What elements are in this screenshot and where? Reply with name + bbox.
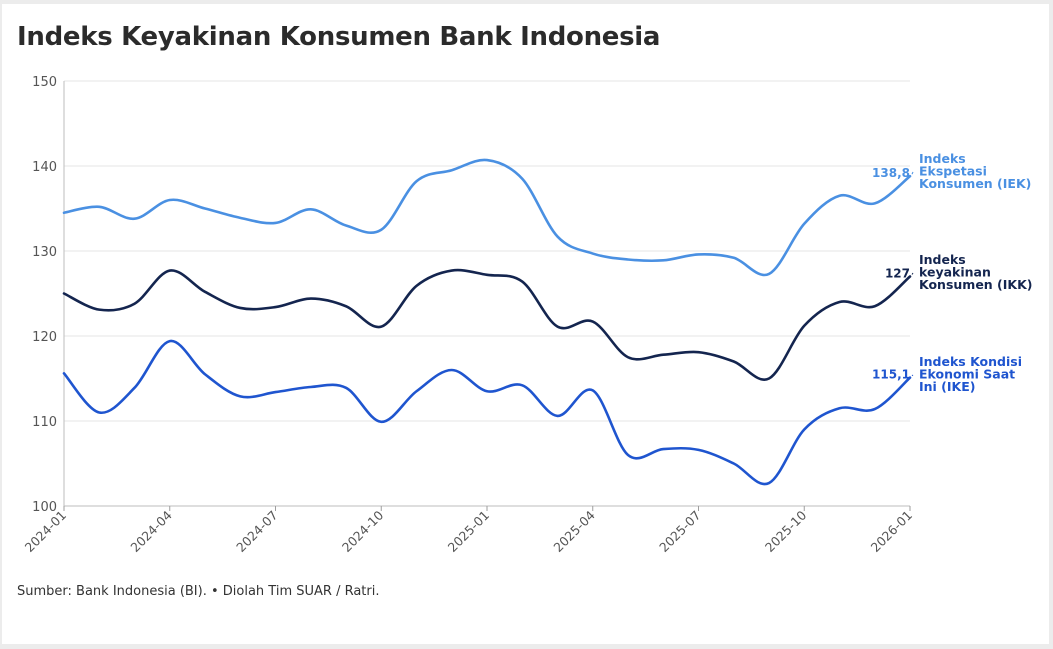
series-name-label: Indeks Kondisi Ekonomi Saat Ini (IKE) (919, 354, 1022, 394)
series-line (62, 158, 912, 277)
x-tick-label: 2024-04 (127, 507, 175, 555)
gridlines (64, 80, 910, 507)
y-tick-label: 140 (32, 160, 57, 175)
x-tick-label: 2025-07 (656, 508, 704, 556)
label-leader (911, 374, 914, 377)
chart-title: Indeks Keyakinan Konsumen Bank Indonesia (17, 22, 661, 52)
source-note: Sumber: Bank Indonesia (BI). • Diolah Ti… (17, 584, 380, 599)
end-value-label: 115,1 (872, 368, 910, 382)
x-tick-label: 2024-07 (233, 508, 281, 556)
x-tick-label: 2024-10 (339, 507, 387, 555)
label-leader (911, 272, 914, 275)
series-name-label: Indeks keyakinan Konsumen (IKK) (919, 252, 1033, 292)
x-tick-label: 2025-01 (445, 508, 493, 556)
label-leader (911, 171, 914, 175)
y-tick-label: 150 (32, 75, 57, 90)
chart-card (2, 4, 1049, 644)
y-tick-label: 100 (32, 500, 57, 515)
y-tick-label: 120 (32, 330, 57, 345)
end-value-label: 138,8 (872, 166, 910, 180)
series-name-label: Indeks Ekspetasi Konsumen (IEK) (919, 151, 1031, 191)
x-tick-label: 2026-01 (868, 508, 916, 556)
y-tick-label: 130 (32, 245, 57, 260)
series-line (62, 268, 912, 381)
x-tick-label: 2025-04 (550, 507, 598, 555)
series-labels: 138,8 Indeks Ekspetasi Konsumen (IEK) 127 Ind… (872, 151, 1032, 394)
series-lines (62, 158, 912, 486)
series-line (62, 339, 912, 486)
x-tick-label: 2025-10 (762, 507, 810, 555)
end-value-label: 127 (885, 267, 910, 281)
y-tick-label: 110 (32, 415, 57, 430)
